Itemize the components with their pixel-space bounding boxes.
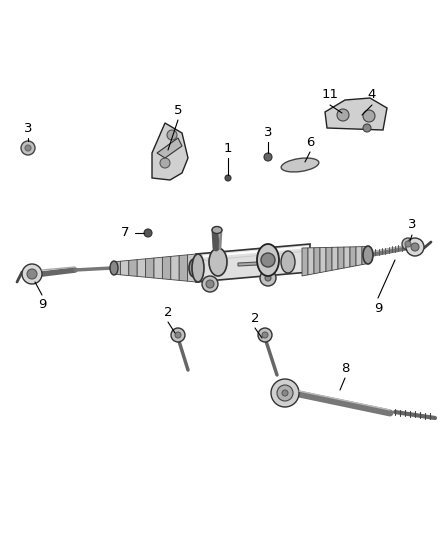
Circle shape xyxy=(261,253,275,267)
Circle shape xyxy=(27,269,37,279)
Text: 9: 9 xyxy=(38,298,46,311)
Circle shape xyxy=(225,175,231,181)
Polygon shape xyxy=(326,247,332,271)
Polygon shape xyxy=(112,261,120,275)
Circle shape xyxy=(264,153,272,161)
Circle shape xyxy=(206,280,214,288)
Circle shape xyxy=(260,270,276,286)
Text: 5: 5 xyxy=(174,103,182,117)
Ellipse shape xyxy=(212,227,222,233)
Circle shape xyxy=(406,238,424,256)
Circle shape xyxy=(277,385,293,401)
Ellipse shape xyxy=(281,158,319,172)
Circle shape xyxy=(337,109,349,121)
Circle shape xyxy=(171,328,185,342)
Ellipse shape xyxy=(257,244,279,276)
Circle shape xyxy=(144,229,152,237)
Polygon shape xyxy=(179,255,187,281)
Circle shape xyxy=(411,243,419,251)
Ellipse shape xyxy=(363,246,373,264)
Text: 9: 9 xyxy=(374,302,382,314)
Polygon shape xyxy=(320,247,326,272)
Circle shape xyxy=(262,332,268,338)
Ellipse shape xyxy=(281,251,295,273)
Polygon shape xyxy=(238,262,258,266)
Polygon shape xyxy=(171,256,179,280)
Circle shape xyxy=(402,238,414,250)
Circle shape xyxy=(271,379,299,407)
Text: 1: 1 xyxy=(224,141,232,155)
Polygon shape xyxy=(162,256,171,280)
Text: 3: 3 xyxy=(24,122,32,134)
Ellipse shape xyxy=(189,259,199,277)
Polygon shape xyxy=(314,248,320,274)
Circle shape xyxy=(405,241,411,247)
Text: 4: 4 xyxy=(368,88,376,101)
Polygon shape xyxy=(302,248,308,276)
Circle shape xyxy=(282,390,288,396)
Circle shape xyxy=(22,264,42,284)
Polygon shape xyxy=(157,138,182,158)
Circle shape xyxy=(363,124,371,132)
Text: 6: 6 xyxy=(306,135,314,149)
Circle shape xyxy=(25,145,31,151)
Circle shape xyxy=(175,332,181,338)
Polygon shape xyxy=(338,247,344,269)
Text: 3: 3 xyxy=(408,219,416,231)
Polygon shape xyxy=(362,246,368,265)
Circle shape xyxy=(21,141,35,155)
Ellipse shape xyxy=(110,261,118,275)
Circle shape xyxy=(202,276,218,292)
Polygon shape xyxy=(308,248,314,275)
Polygon shape xyxy=(137,259,145,277)
Polygon shape xyxy=(350,247,356,267)
Text: 8: 8 xyxy=(341,361,349,375)
Ellipse shape xyxy=(209,248,227,276)
Text: 11: 11 xyxy=(321,88,339,101)
Polygon shape xyxy=(332,247,338,270)
Circle shape xyxy=(167,130,177,140)
Polygon shape xyxy=(120,261,129,276)
Text: 2: 2 xyxy=(251,311,259,325)
Polygon shape xyxy=(187,254,196,282)
Polygon shape xyxy=(344,247,350,268)
Ellipse shape xyxy=(192,254,204,282)
Circle shape xyxy=(160,158,170,168)
Circle shape xyxy=(363,110,375,122)
Polygon shape xyxy=(356,247,362,266)
Polygon shape xyxy=(325,98,387,130)
Polygon shape xyxy=(129,260,137,277)
Polygon shape xyxy=(196,244,310,282)
Circle shape xyxy=(258,328,272,342)
Polygon shape xyxy=(154,257,162,279)
Text: 3: 3 xyxy=(264,125,272,139)
Polygon shape xyxy=(145,258,154,278)
Text: 7: 7 xyxy=(121,227,129,239)
Circle shape xyxy=(265,275,271,281)
Polygon shape xyxy=(152,123,188,180)
Text: 2: 2 xyxy=(164,305,172,319)
